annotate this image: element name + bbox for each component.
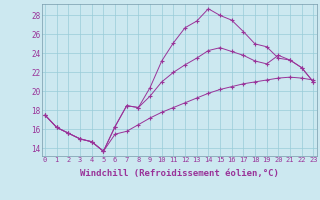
X-axis label: Windchill (Refroidissement éolien,°C): Windchill (Refroidissement éolien,°C) — [80, 169, 279, 178]
